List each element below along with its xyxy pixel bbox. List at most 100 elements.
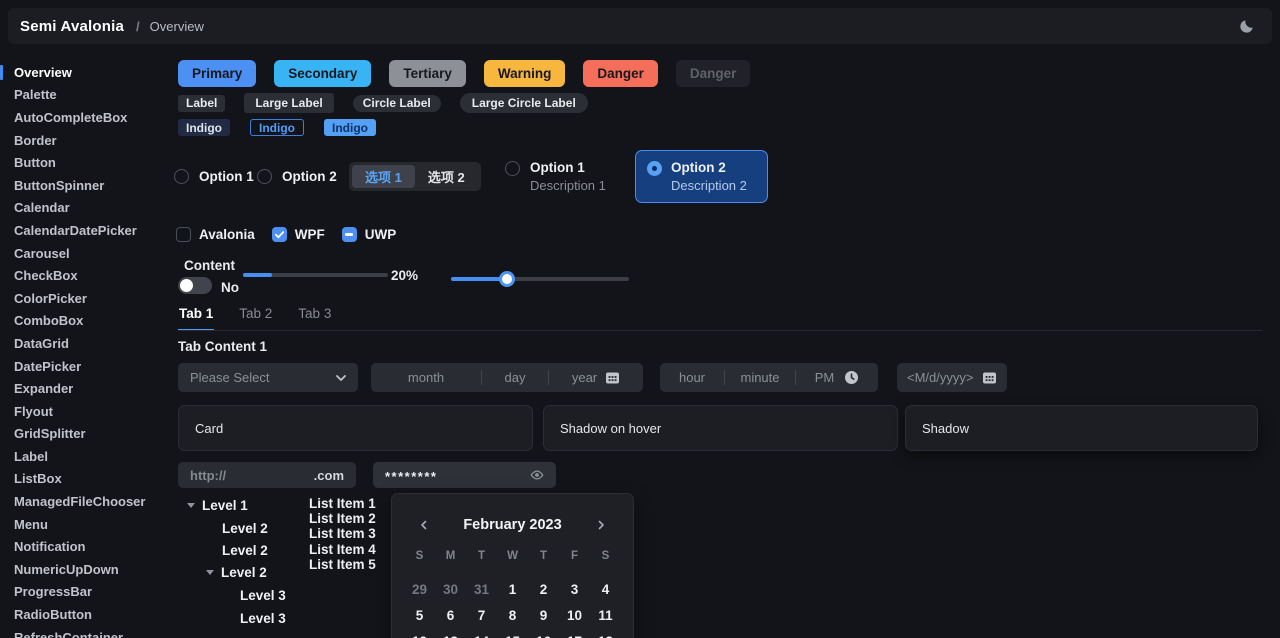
tab-3[interactable]: Tab 3: [298, 306, 332, 321]
calendar-month-title[interactable]: February 2023: [463, 517, 562, 533]
date-month-placeholder[interactable]: month: [407, 370, 445, 385]
sidebar-item-listbox[interactable]: ListBox: [14, 471, 62, 487]
password-input[interactable]: ********: [373, 462, 556, 488]
warning-button[interactable]: Warning: [483, 60, 566, 87]
time-picker[interactable]: hour minute PM: [660, 363, 878, 392]
calendar-day[interactable]: 12: [404, 632, 435, 638]
sidebar-item-colorpicker[interactable]: ColorPicker: [14, 290, 87, 306]
tree-node-level1[interactable]: Level 1: [187, 497, 248, 513]
calendar-prev-month-icon[interactable]: [417, 518, 431, 532]
time-minute-placeholder[interactable]: minute: [740, 370, 780, 385]
eye-icon[interactable]: [530, 468, 544, 482]
calendar-day[interactable]: 3: [570, 581, 579, 597]
calendar-day[interactable]: 1: [508, 581, 517, 597]
calendar-day[interactable]: 16: [528, 632, 559, 638]
radio-option2[interactable]: Option 2: [257, 169, 337, 184]
checkbox-uwp-indeterminate[interactable]: UWP: [341, 227, 396, 242]
sidebar-item-datepicker[interactable]: DatePicker: [14, 358, 82, 374]
calendar-day[interactable]: 17: [559, 632, 590, 638]
segment-option1-selected[interactable]: 选项 1: [352, 165, 415, 188]
sidebar-item-radiobutton[interactable]: RadioButton: [14, 607, 92, 623]
tree-expander-icon[interactable]: [206, 569, 214, 575]
sidebar-item-overview[interactable]: Overview: [0, 61, 170, 84]
calendar-day[interactable]: 15: [497, 632, 528, 638]
slider-basic[interactable]: [243, 273, 388, 277]
sidebar-item-datagrid[interactable]: DataGrid: [14, 335, 69, 351]
sidebar-item-combobox[interactable]: ComboBox: [14, 313, 84, 329]
tree-node-level2[interactable]: Level 2: [222, 542, 268, 558]
list-item[interactable]: List Item 5: [309, 556, 376, 572]
divider: [481, 370, 482, 385]
radio-with-description[interactable]: Option 1 Description 1: [505, 160, 606, 195]
calendar-day[interactable]: 6: [446, 607, 455, 623]
sidebar-item-label[interactable]: Label: [14, 448, 48, 464]
radio-option1[interactable]: Option 1: [174, 169, 254, 184]
tree-expander-icon[interactable]: [187, 502, 195, 508]
calendar-date-picker[interactable]: <M/d/yyyy>: [897, 363, 1007, 392]
sidebar-item-carousel[interactable]: Carousel: [14, 245, 70, 261]
sidebar-item-calendar[interactable]: Calendar: [14, 200, 70, 216]
primary-button[interactable]: Primary: [178, 60, 257, 87]
calendar-day[interactable]: 14: [466, 632, 497, 638]
sidebar-item-calendardatepicker[interactable]: CalendarDatePicker: [14, 222, 137, 238]
segment-option2[interactable]: 选项 2: [427, 170, 465, 185]
url-input[interactable]: http:// .com: [178, 462, 356, 488]
select-dropdown[interactable]: Please Select: [178, 363, 358, 392]
sidebar-item-autocompletebox[interactable]: AutoCompleteBox: [14, 109, 128, 125]
date-day-placeholder[interactable]: day: [504, 370, 526, 385]
list-item[interactable]: List Item 2: [309, 511, 376, 527]
time-period-pm[interactable]: PM: [814, 370, 835, 385]
tertiary-button[interactable]: Tertiary: [389, 60, 466, 87]
list-item[interactable]: List Item 1: [309, 496, 376, 511]
tree-node-level3[interactable]: Level 3: [240, 610, 286, 626]
calendar-day[interactable]: 2: [539, 581, 548, 597]
sidebar-item-buttonspinner[interactable]: ButtonSpinner: [14, 177, 105, 193]
sidebar-item-palette[interactable]: Palette: [14, 87, 57, 103]
sidebar-item-button[interactable]: Button: [14, 155, 56, 171]
sidebar-item-managedfilechooser[interactable]: ManagedFileChooser: [14, 494, 146, 510]
slider-handle[interactable]: [499, 271, 515, 287]
list-item[interactable]: List Item 3: [309, 526, 376, 542]
sidebar-item-progressbar[interactable]: ProgressBar: [14, 584, 93, 600]
calendar-day[interactable]: 13: [435, 632, 466, 638]
calendar-day[interactable]: 10: [566, 607, 583, 623]
calendar-next-month-icon[interactable]: [594, 518, 608, 532]
sidebar-item-notification[interactable]: Notification: [14, 539, 86, 555]
calendar-day[interactable]: 4: [601, 581, 610, 597]
tree-node-level2-expanded[interactable]: Level 2: [206, 564, 267, 580]
sidebar-item-checkbox[interactable]: CheckBox: [14, 268, 78, 284]
calendar-day[interactable]: 8: [508, 607, 517, 623]
sidebar-item-refreshcontainer[interactable]: RefreshContainer: [14, 629, 124, 638]
calendar-day[interactable]: 7: [477, 607, 486, 623]
secondary-button[interactable]: Secondary: [274, 60, 372, 87]
tree-node-level3[interactable]: Level 3: [240, 587, 286, 603]
checkbox-avalonia[interactable]: Avalonia: [176, 227, 255, 242]
calendar-day[interactable]: 5: [415, 607, 424, 623]
slider-with-handle[interactable]: [451, 271, 629, 287]
tab-2[interactable]: Tab 2: [239, 306, 273, 321]
list-item[interactable]: List Item 4: [309, 541, 376, 557]
sidebar-item-border[interactable]: Border: [14, 132, 57, 148]
tree-node-level2[interactable]: Level 2: [222, 520, 268, 536]
danger-button[interactable]: Danger: [583, 60, 658, 87]
calendar-day[interactable]: 31: [473, 581, 490, 597]
date-picker[interactable]: month day year: [371, 363, 643, 392]
calendar-day[interactable]: 9: [539, 607, 548, 623]
toggle-switch-off[interactable]: [178, 277, 212, 294]
tab-1-active[interactable]: Tab 1: [178, 306, 215, 331]
sidebar-item-gridsplitter[interactable]: GridSplitter: [14, 426, 86, 442]
sidebar-item-menu[interactable]: Menu: [14, 516, 48, 532]
calendar-day[interactable]: 11: [598, 607, 613, 623]
sidebar-item-flyout[interactable]: Flyout: [14, 403, 53, 419]
sidebar-item-numericupdown[interactable]: NumericUpDown: [14, 561, 119, 577]
calendar-day[interactable]: 18: [590, 632, 621, 638]
sidebar-nav: Overview Palette AutoCompleteBox Border …: [0, 61, 170, 638]
checkbox-wpf-checked[interactable]: WPF: [271, 227, 325, 242]
radio-card-selected[interactable]: Option 2 Description 2: [635, 150, 768, 203]
time-hour-placeholder[interactable]: hour: [678, 370, 706, 385]
sidebar-item-expander[interactable]: Expander: [14, 381, 74, 397]
calendar-day[interactable]: 29: [411, 581, 428, 597]
date-year-placeholder[interactable]: year: [571, 370, 598, 385]
calendar-day[interactable]: 30: [442, 581, 459, 597]
theme-toggle-moon-icon[interactable]: [1239, 18, 1255, 34]
